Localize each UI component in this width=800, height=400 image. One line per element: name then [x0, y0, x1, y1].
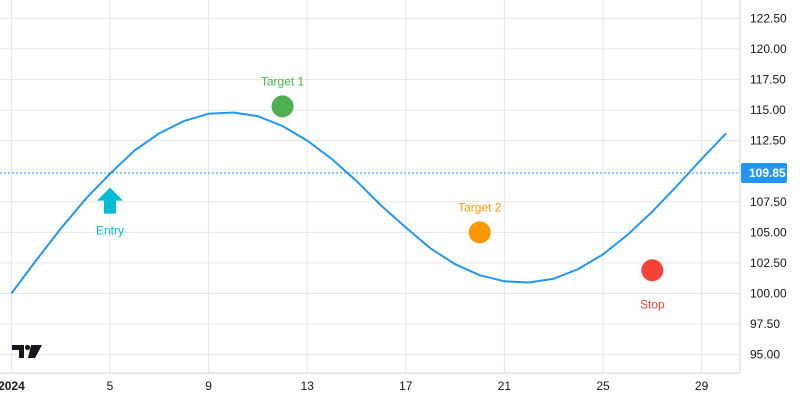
y-tick-label: 105.00 [750, 225, 787, 239]
x-tick-label: 21 [498, 379, 512, 393]
entry-arrow-icon [97, 187, 123, 214]
grid [0, 0, 740, 373]
y-tick-label: 95.00 [750, 348, 780, 362]
marker-target-2-dot [468, 221, 491, 244]
y-tick-label: 122.50 [750, 11, 787, 25]
last-price-label: 109.85 [741, 163, 787, 184]
series [10, 111, 727, 295]
last-price-value: 109.85 [749, 166, 786, 180]
x-tick-label: 29 [695, 379, 709, 393]
axes [0, 0, 741, 374]
y-tick-label: 117.50 [750, 72, 786, 86]
series-line [10, 111, 727, 295]
x-tick-label: 9 [205, 379, 212, 393]
y-axis-ticks: 95.00 97.50 100.00 102.50 105.00 107.50 112.50… [750, 11, 787, 361]
y-tick-label: 100.00 [750, 287, 787, 301]
x-tick-label: 17 [399, 379, 413, 393]
marker-label: Target 1 [261, 74, 305, 88]
x-tick-label: 25 [596, 379, 610, 393]
x-axis-ticks: 2024 5 9 13 17 21 25 29 [0, 379, 709, 393]
marker-label: Entry [96, 224, 124, 238]
markers: Entry Target 1 Target 2 Stop [96, 74, 665, 311]
y-tick-label: 97.50 [750, 317, 780, 331]
last-price-badge [741, 163, 787, 184]
x-tick-label: 13 [301, 379, 315, 393]
y-tick-label: 120.00 [750, 42, 787, 56]
y-tick-label: 112.50 [750, 134, 786, 148]
marker-label: Target 2 [458, 200, 502, 214]
tradingview-logo-icon[interactable] [12, 344, 42, 358]
marker-label: Stop [640, 297, 665, 311]
y-tick-label: 102.50 [750, 256, 787, 270]
marker-stop-dot [641, 259, 664, 282]
x-tick-label: 2024 [0, 379, 25, 393]
y-tick-label: 115.00 [750, 103, 786, 117]
marker-target-1-dot [271, 95, 294, 118]
x-tick-label: 5 [107, 379, 114, 393]
y-tick-label: 107.50 [750, 195, 787, 209]
